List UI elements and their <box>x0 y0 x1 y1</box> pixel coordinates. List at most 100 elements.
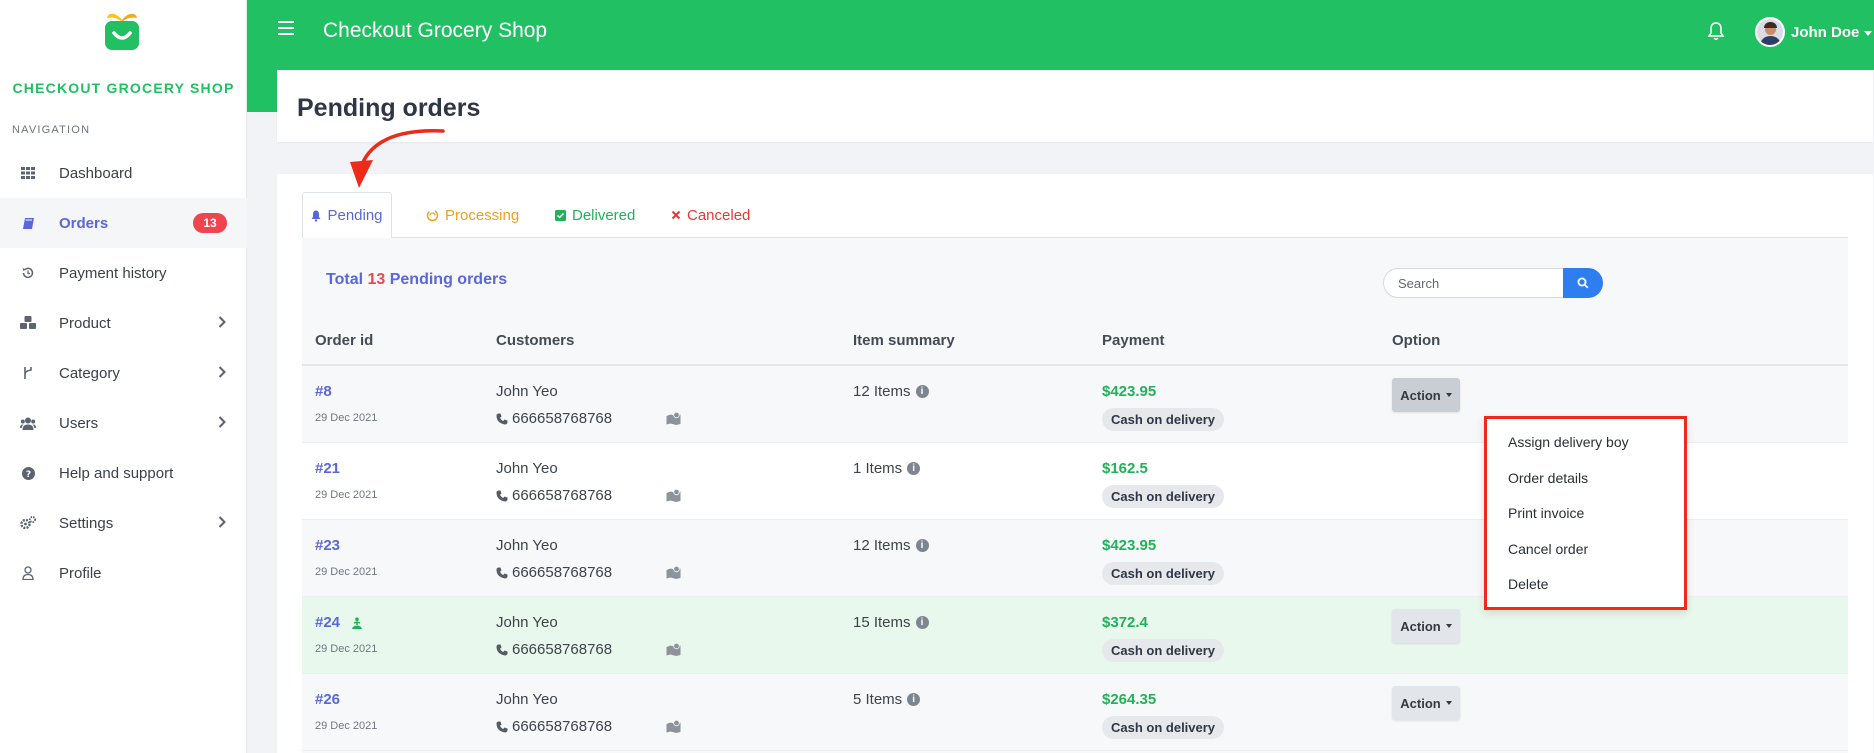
item-count: 1 Items <box>853 460 903 477</box>
sidebar-nav: Dashboard Orders 13 Payment history Prod… <box>0 148 247 598</box>
delivery-rider-icon <box>351 616 363 630</box>
orders-total-summary: Total 13 Pending orders <box>326 271 507 289</box>
search-icon <box>1577 277 1589 289</box>
info-icon[interactable]: i <box>915 385 929 398</box>
summary-count: 13 <box>367 271 386 288</box>
menu-item-cancel-order[interactable]: Cancel order <box>1508 541 1589 557</box>
menu-item-assign-delivery-boy[interactable]: Assign delivery boy <box>1508 434 1629 450</box>
sidebar-item-payment-history[interactable]: Payment history <box>0 248 247 298</box>
notification-bell-icon[interactable] <box>1707 21 1725 41</box>
user-menu[interactable]: John Doe <box>1755 17 1873 47</box>
sidebar-item-category[interactable]: Category <box>0 348 247 398</box>
grid-icon <box>20 165 36 181</box>
table-header: Order id Customers Item summary Payment … <box>302 316 1848 366</box>
sidebar-item-orders[interactable]: Orders 13 <box>0 198 247 248</box>
sidebar-item-product[interactable]: Product <box>0 298 247 348</box>
menu-item-delete[interactable]: Delete <box>1508 576 1549 592</box>
nav-heading: NAVIGATION <box>12 124 91 136</box>
item-count: 15 Items <box>853 614 911 631</box>
spinner-icon <box>426 209 439 222</box>
info-icon[interactable]: i <box>907 693 921 706</box>
chevron-right-icon <box>218 315 226 331</box>
item-summary: 1 Items i <box>853 460 921 477</box>
order-id-link[interactable]: #21 <box>315 460 341 477</box>
sidebar-item-help[interactable]: ? Help and support <box>0 448 247 498</box>
customer-name: John Yeo <box>496 614 558 631</box>
order-status-tabs: Pending Processing Delivered Canceled <box>302 192 1848 239</box>
tab-pending[interactable]: Pending <box>302 192 392 239</box>
sidebar: CHECKOUT GROCERY SHOP NAVIGATION Dashboa… <box>0 0 247 753</box>
payment-amount: $162.5 <box>1102 460 1148 477</box>
sidebar-item-label: Help and support <box>59 464 174 482</box>
caret-down-icon <box>1445 701 1452 705</box>
chevron-right-icon <box>218 515 226 531</box>
phone-number: 666658768768 <box>512 641 613 658</box>
column-header: Customers <box>496 332 575 349</box>
avatar <box>1755 17 1785 47</box>
sidebar-item-users[interactable]: Users <box>0 398 247 448</box>
customer-phone: 666658768768 <box>496 487 612 504</box>
customer-phone: 666658768768 <box>496 641 612 658</box>
search-input[interactable] <box>1383 268 1563 298</box>
sidebar-item-dashboard[interactable]: Dashboard <box>0 148 247 198</box>
order-id-link[interactable]: #26 <box>315 691 341 708</box>
payment-method-badge: Cash on delivery <box>1102 639 1225 662</box>
order-id-link[interactable]: #8 <box>315 383 332 400</box>
payment-amount: $372.4 <box>1102 614 1148 631</box>
action-label: Action <box>1400 618 1441 634</box>
sidebar-item-label: Settings <box>59 514 114 532</box>
phone-number: 666658768768 <box>512 487 613 504</box>
chevron-right-icon <box>218 365 226 381</box>
phone-number: 666658768768 <box>512 564 613 581</box>
info-icon[interactable]: i <box>907 462 921 475</box>
x-icon <box>671 210 681 220</box>
map-location-icon[interactable] <box>666 565 681 584</box>
phone-icon <box>496 490 508 502</box>
sidebar-item-label: Dashboard <box>59 164 133 182</box>
sidebar-item-label: Users <box>59 414 99 432</box>
action-dropdown-button[interactable]: Action <box>1392 378 1460 412</box>
tab-processing[interactable]: Processing <box>426 192 519 238</box>
customer-phone: 666658768768 <box>496 564 612 581</box>
map-location-icon[interactable] <box>666 642 681 661</box>
check-square-icon <box>555 209 566 221</box>
info-icon[interactable]: i <box>915 539 929 552</box>
search-button[interactable] <box>1563 268 1603 298</box>
order-date: 29 Dec 2021 <box>315 566 378 578</box>
app-title: Checkout Grocery Shop <box>323 19 548 42</box>
summary-prefix: Total <box>326 271 364 288</box>
book-icon <box>20 215 36 231</box>
sidebar-item-profile[interactable]: Profile <box>0 548 247 598</box>
map-location-icon[interactable] <box>666 719 681 738</box>
customer-name: John Yeo <box>496 537 558 554</box>
item-summary: 12 Items i <box>853 537 929 554</box>
order-id-link[interactable]: #24 <box>315 614 363 631</box>
phone-icon <box>496 413 508 425</box>
action-label: Action <box>1400 695 1441 711</box>
header-band <box>247 70 277 112</box>
tab-label: Processing <box>445 206 520 224</box>
column-header: Order id <box>315 332 374 349</box>
map-location-icon[interactable] <box>666 488 681 507</box>
shop-logo-icon[interactable] <box>99 6 145 52</box>
tab-delivered[interactable]: Delivered <box>555 192 635 238</box>
order-id-link[interactable]: #23 <box>315 537 341 554</box>
map-location-icon[interactable] <box>666 411 681 430</box>
menu-toggle-icon[interactable] <box>278 21 295 35</box>
action-dropdown-button[interactable]: Action <box>1392 609 1460 643</box>
menu-item-order-details[interactable]: Order details <box>1508 470 1589 486</box>
tab-canceled[interactable]: Canceled <box>671 192 750 238</box>
sidebar-item-settings[interactable]: Settings <box>0 498 247 548</box>
order-date: 29 Dec 2021 <box>315 643 378 655</box>
table-row: #26 29 Dec 2021 John Yeo 666658768768 5 … <box>302 674 1848 751</box>
column-header: Payment <box>1102 332 1165 349</box>
page-title: Pending orders <box>297 94 481 122</box>
order-date: 29 Dec 2021 <box>315 720 378 732</box>
menu-item-print-invoice[interactable]: Print invoice <box>1508 505 1585 521</box>
phone-icon <box>496 721 508 733</box>
history-icon <box>20 265 36 281</box>
action-dropdown-button[interactable]: Action <box>1392 686 1460 720</box>
info-icon[interactable]: i <box>915 616 929 629</box>
action-dropdown-menu: Assign delivery boy Order details Print … <box>1484 416 1687 610</box>
payment-amount: $423.95 <box>1102 383 1157 400</box>
